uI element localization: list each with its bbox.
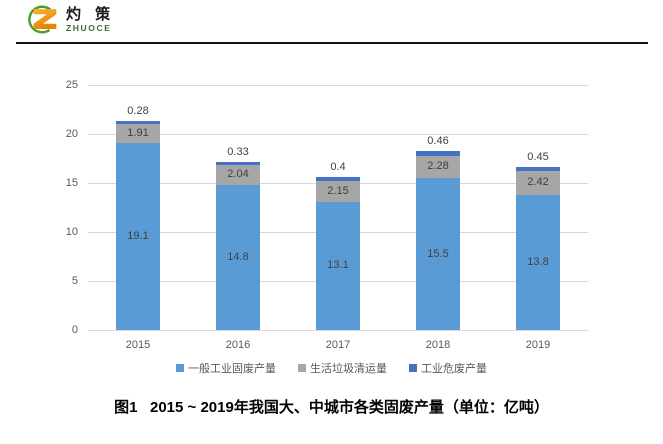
bar-segment xyxy=(316,201,360,330)
legend-swatch-icon xyxy=(298,364,306,372)
x-tick-label: 2018 xyxy=(425,339,451,351)
bar-value-label: 2.28 xyxy=(427,160,449,173)
bar-value-label: 2.15 xyxy=(327,184,349,197)
bar-segment xyxy=(216,164,260,185)
bar-value-label: 0.45 xyxy=(527,150,549,163)
brand-logo-icon xyxy=(28,5,57,34)
bar-segment xyxy=(116,124,160,143)
y-tick-label: 5 xyxy=(71,275,78,287)
x-tick-label: 2019 xyxy=(525,339,551,351)
bar-value-label: 13.8 xyxy=(527,255,549,268)
header-divider xyxy=(16,42,648,44)
bar-segment xyxy=(516,166,560,172)
bar-value-label: 14.8 xyxy=(227,250,249,263)
bar-segment xyxy=(516,194,560,330)
logo-z-glyph xyxy=(33,9,57,29)
bar-segment xyxy=(416,178,460,330)
x-tick-label: 2016 xyxy=(225,339,251,351)
y-tick-label: 20 xyxy=(65,128,78,140)
bar-segment xyxy=(416,155,460,179)
gridline xyxy=(88,84,588,86)
bar-segment xyxy=(116,121,160,125)
legend-label: 工业危废产量 xyxy=(421,363,487,375)
bar-segment xyxy=(216,161,260,165)
bar-segment xyxy=(516,171,560,195)
brand-name-en: ZHUOCE xyxy=(66,23,112,33)
legend-label: 生活垃圾清运量 xyxy=(310,363,387,375)
bar-segment xyxy=(316,176,360,181)
bar-value-label: 0.46 xyxy=(427,135,449,148)
legend-label: 一般工业固废产量 xyxy=(188,363,276,375)
bar-segment xyxy=(316,180,360,202)
legend-swatch-icon xyxy=(409,364,417,372)
bar-value-label: 0.28 xyxy=(127,105,149,118)
y-tick-label: 25 xyxy=(65,79,78,91)
chart-caption: 图1 2015 ~ 2019年我国大、中城市各类固废产量（单位：亿吨） xyxy=(114,399,549,416)
bar-value-label: 0.33 xyxy=(227,145,249,158)
y-tick-label: 10 xyxy=(65,226,78,238)
bar-value-label: 19.1 xyxy=(127,229,149,242)
bar-segment xyxy=(116,142,160,330)
y-tick-label: 15 xyxy=(65,177,78,189)
legend-item: 生活垃圾清运量 xyxy=(298,360,387,376)
legend-item: 工业危废产量 xyxy=(409,360,487,376)
bar-value-label: 15.5 xyxy=(427,247,449,260)
brand-logo: 灼 策 ZHUOCE xyxy=(28,3,115,36)
legend-item: 一般工业固废产量 xyxy=(176,360,276,376)
y-tick-label: 0 xyxy=(71,324,78,336)
brand-text: 灼 策 ZHUOCE xyxy=(66,3,116,34)
x-tick-label: 2017 xyxy=(325,339,351,351)
bar-value-label: 0.4 xyxy=(330,160,346,173)
legend-swatch-icon xyxy=(176,364,184,372)
x-tick-label: 2015 xyxy=(125,339,151,351)
logo-ring xyxy=(28,5,57,34)
bar-segment xyxy=(416,151,460,156)
gridline xyxy=(88,329,588,331)
bar-value-label: 2.04 xyxy=(227,168,249,181)
gridline xyxy=(88,133,588,135)
bar-value-label: 13.1 xyxy=(327,259,349,272)
chart-legend: 一般工业固废产量 生活垃圾清运量 工业危废产量 xyxy=(0,360,663,376)
bar-value-label: 1.91 xyxy=(127,126,149,139)
bar-value-label: 2.42 xyxy=(527,176,549,189)
bar-segment xyxy=(216,184,260,330)
brand-name-cn: 灼 策 xyxy=(66,6,116,23)
